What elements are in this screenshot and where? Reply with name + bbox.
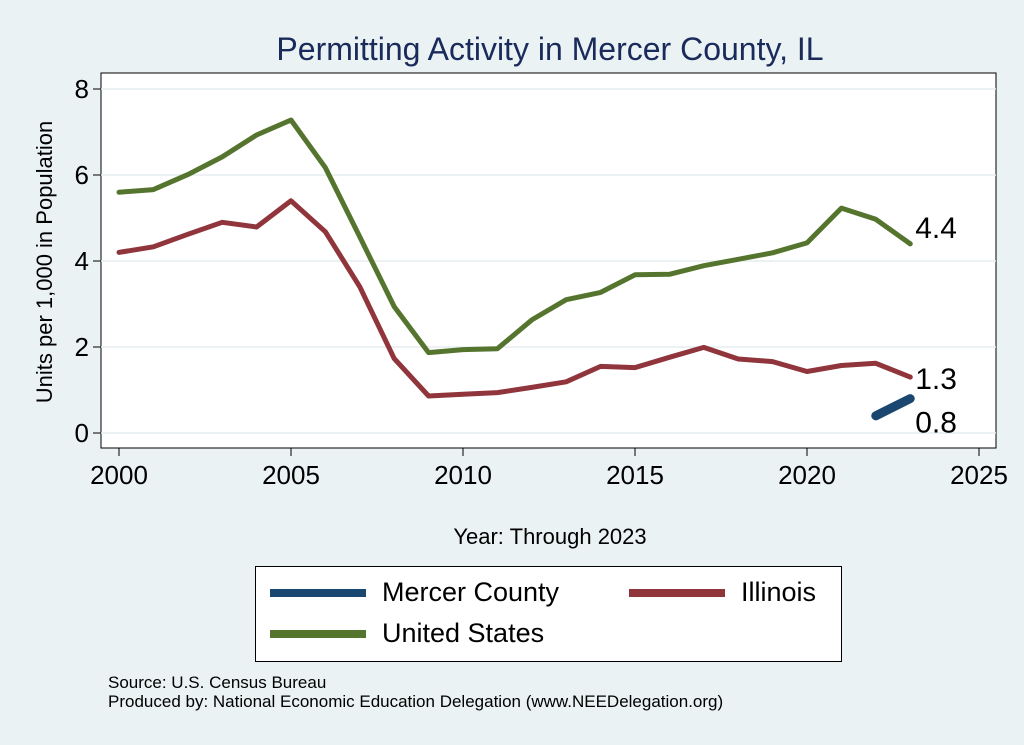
series-end-marker [907,241,913,247]
y-tick-label: 2 [75,332,89,362]
y-tick-label: 0 [75,418,89,448]
y-tick-label: 4 [75,246,89,276]
legend-item-illinois: Illinois [629,577,816,608]
legend-swatch-united-states [270,629,366,638]
end-label-united-states: 4.4 [915,212,957,245]
legend: Mercer County Illinois United States [255,566,842,662]
legend-item-united-states: United States [270,618,544,649]
gridlines [101,88,996,434]
series-line-united-states [116,117,913,356]
series-line-mercer-county [871,394,915,421]
end-label-illinois: 1.3 [915,363,957,396]
y-axis-title: Units per 1,000 in Population [32,121,57,404]
legend-label-illinois: Illinois [741,577,817,607]
series-end-marker [907,396,913,402]
producer-note: Produced by: National Economic Education… [108,692,724,711]
legend-item-mercer-county: Mercer County [270,577,559,608]
series-line-illinois [116,198,913,399]
legend-swatch-illinois [629,588,725,597]
x-tick-label: 2005 [262,460,320,490]
x-tick-label: 2010 [434,460,492,490]
legend-swatch-mercer-county [270,588,366,597]
series-lines [116,117,915,421]
x-tick-label: 2015 [606,460,664,490]
x-tick-label: 2025 [950,460,1008,490]
x-tick-label: 2020 [778,460,836,490]
x-tick-label: 2000 [90,460,148,490]
end-label-mercer-county: 0.8 [915,407,957,440]
axes: 0 2 4 6 8 2000 2005 2010 2015 2020 2025 [75,74,1008,490]
y-tick-label: 6 [75,160,89,190]
source-note: Source: U.S. Census Bureau [108,673,327,692]
legend-label-united-states: United States [382,618,545,648]
series-end-marker [907,374,913,380]
y-tick-label: 8 [75,74,89,104]
chart-title: Permitting Activity in Mercer County, IL [276,31,823,67]
end-labels: 0.8 1.3 4.4 [915,212,957,440]
legend-label-mercer-county: Mercer County [382,577,560,607]
x-axis-title: Year: Through 2023 [453,524,646,549]
